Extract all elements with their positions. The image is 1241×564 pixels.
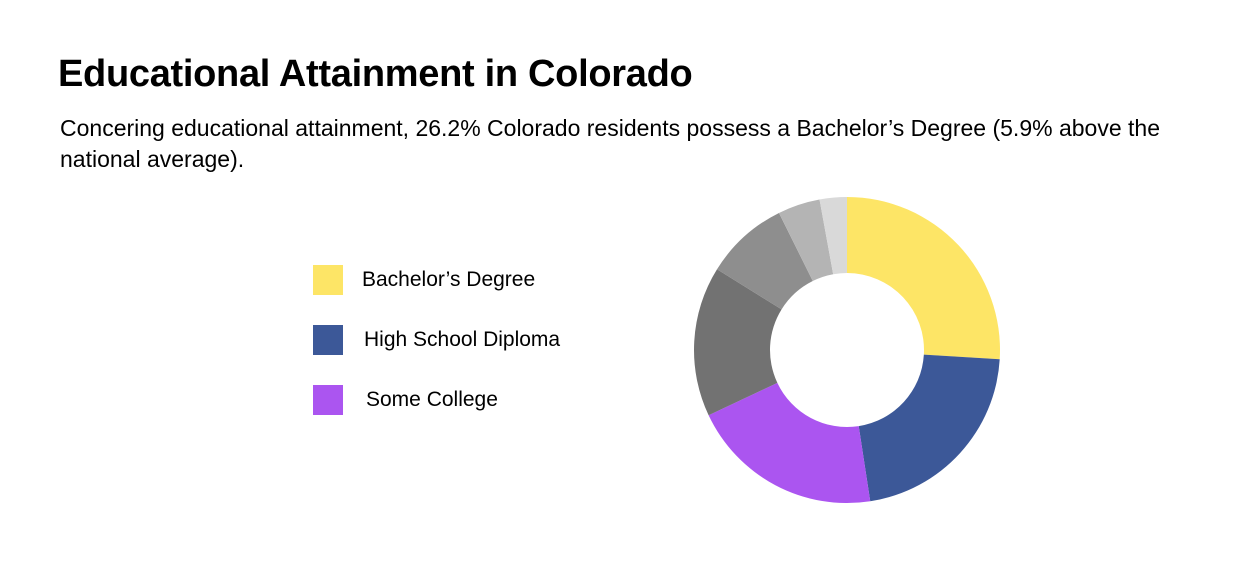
slice-some-college bbox=[708, 382, 871, 504]
donut-chart bbox=[694, 197, 1000, 504]
legend-swatch bbox=[313, 325, 343, 355]
slice-unlabeled-2 bbox=[717, 212, 813, 310]
chart-legend: Bachelor’s Degree High School Diploma So… bbox=[313, 264, 560, 444]
slice-high-school-diploma bbox=[858, 354, 1000, 502]
slice-unlabeled-4 bbox=[819, 197, 847, 275]
legend-swatch bbox=[313, 265, 343, 295]
chart-title: Educational Attainment in Colorado bbox=[58, 53, 693, 95]
slice-bachelors-degree bbox=[847, 197, 1000, 360]
legend-item-high-school: High School Diploma bbox=[313, 324, 560, 356]
legend-item-bachelors: Bachelor’s Degree bbox=[313, 264, 560, 296]
slice-unlabeled-1 bbox=[694, 269, 782, 416]
chart-subtitle: Concering educational attainment, 26.2% … bbox=[60, 115, 1160, 172]
legend-label: High School Diploma bbox=[364, 328, 561, 351]
slice-unlabeled-3 bbox=[778, 199, 834, 282]
legend-item-some-college: Some College bbox=[313, 384, 560, 416]
legend-label: Some College bbox=[366, 388, 498, 411]
legend-swatch bbox=[313, 385, 343, 415]
legend-label: Bachelor’s Degree bbox=[362, 268, 536, 291]
